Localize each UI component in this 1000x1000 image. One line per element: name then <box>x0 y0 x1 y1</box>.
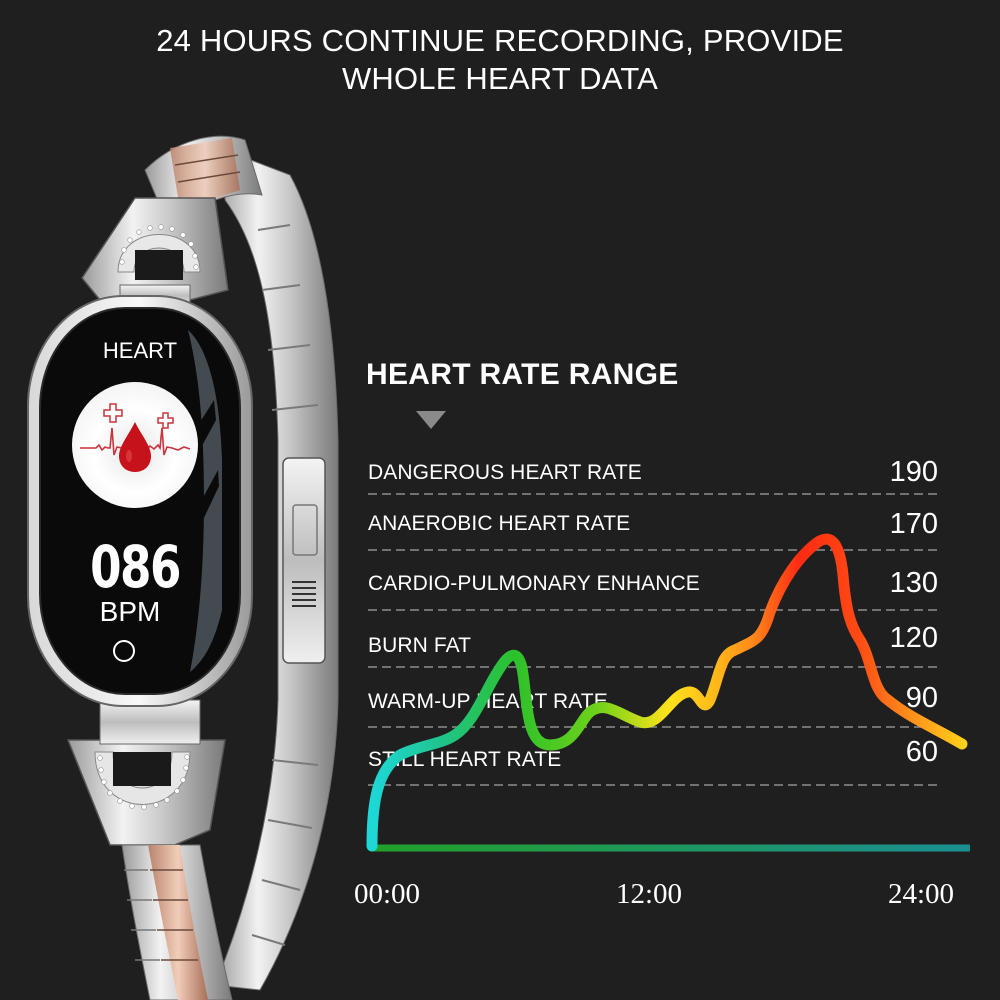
blood-drop-ecg-icon <box>72 382 198 508</box>
upper-lug <box>81 197 229 308</box>
zone-label-burn-fat: BURN FAT <box>368 634 472 657</box>
zone-label-warm-up: WARM-UP HEART RATE <box>368 690 608 713</box>
headline-line-2: WHOLE HEART DATA <box>341 61 659 96</box>
zone-value-still: 60 <box>905 736 938 768</box>
zone-label-anaerobic: ANAEROBIC HEART RATE <box>368 512 631 535</box>
zone-label-dangerous: DANGEROUS HEART RATE <box>368 461 642 484</box>
home-button[interactable] <box>113 640 135 662</box>
zone-value-burn-fat: 120 <box>889 622 938 654</box>
screen-title: HEART <box>102 338 178 363</box>
triangle-down-icon <box>416 411 446 429</box>
zone-value-anaerobic: 170 <box>889 508 938 540</box>
headline-line-1: 24 HOURS CONTINUE RECORDING, PROVIDE <box>156 23 844 58</box>
x-tick-end: 24:00 <box>888 878 955 910</box>
zone-value-warm-up: 90 <box>905 682 938 714</box>
chart-title: HEART RATE RANGE <box>366 358 679 391</box>
x-tick-start: 00:00 <box>354 878 421 910</box>
bpm-value: 086 <box>90 533 181 601</box>
x-tick-mid: 12:00 <box>616 878 683 910</box>
heart-rate-line <box>366 533 968 852</box>
headline: 24 HOURS CONTINUE RECORDING, PROVIDE WHO… <box>0 22 1000 98</box>
zone-value-cardio: 130 <box>889 567 938 599</box>
bottom-strap <box>121 844 233 1000</box>
grid-lines <box>368 493 938 786</box>
smart-bracelet: HEART 086 BPM <box>0 0 360 1000</box>
bpm-unit: BPM <box>99 596 161 627</box>
zone-value-dangerous: 190 <box>889 456 938 488</box>
back-strap <box>214 149 339 991</box>
zone-label-cardio: CARDIO-PULMONARY ENHANCE <box>368 572 700 595</box>
